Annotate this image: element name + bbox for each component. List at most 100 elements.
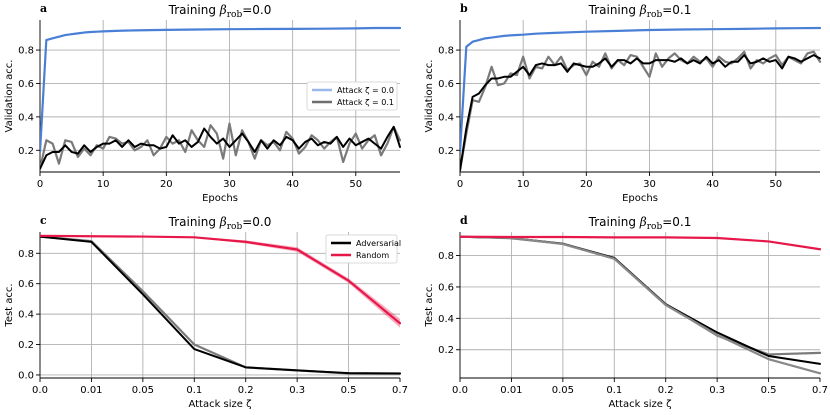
plot-area: [460, 26, 821, 172]
x-tick-label: 20: [580, 179, 593, 190]
series-line-3: [40, 234, 401, 325]
y-tick-label: 0.8: [18, 249, 34, 260]
x-tick-label: 0.0: [452, 385, 468, 396]
y-tick-label: 0.2: [438, 345, 454, 356]
x-tick-label: 0.01: [80, 385, 102, 396]
y-tick-label: 0.6: [438, 79, 454, 90]
legend: Adversarial Random: [325, 234, 401, 264]
x-tick-label: 40: [706, 179, 719, 190]
x-tick-label: 50: [769, 179, 782, 190]
y-tick-label: 0.8: [438, 46, 454, 57]
series-line-3: [40, 125, 401, 170]
y-tick-label: 0.4: [438, 314, 454, 325]
legend-label-1: Attack ζ = 0.0: [337, 86, 394, 95]
title-prefix: Training: [588, 215, 640, 229]
x-tick-label: 10: [97, 179, 110, 190]
y-tick-label: 0.2: [18, 146, 34, 157]
x-axis-label: Epochs: [622, 193, 658, 204]
y-axis-label: Test acc.: [424, 283, 435, 327]
x-tick-label: 0.2: [238, 385, 254, 396]
title-suffix: =0.1: [662, 215, 691, 229]
x-tick-label: 0.05: [132, 385, 154, 396]
legend-label-1: Adversarial: [356, 239, 401, 248]
y-tick-label: 0.4: [18, 112, 34, 123]
x-tick-label: 0.3: [289, 385, 305, 396]
panel-letter: b: [460, 2, 468, 15]
x-tick-label: 30: [223, 179, 236, 190]
title-suffix: =0.0: [242, 3, 271, 17]
x-tick-label: 0.2: [658, 385, 674, 396]
x-tick-label: 0.1: [606, 385, 622, 396]
x-tick-label: 30: [643, 179, 656, 190]
plot-area: [460, 235, 821, 375]
chart-title: Training βrob=0.0: [168, 3, 272, 20]
series-line-3: [460, 235, 821, 375]
x-tick-label: 0: [37, 179, 43, 190]
panel-letter: d: [460, 214, 468, 227]
panel-c: 0.0 0.01 0.05 0.1 0.2 0.3 0.5 0.7 0.0 0.2 0.4 0.6 0.…: [4, 214, 408, 410]
plot-area: [40, 26, 401, 170]
series-line-2: [460, 50, 821, 172]
title-prefix: Training: [168, 3, 220, 17]
x-axis-label: Epochs: [202, 193, 238, 204]
title-suffix: =0.1: [662, 3, 691, 17]
x-tick-label: 0: [457, 179, 463, 190]
x-tick-label: 0.7: [392, 385, 408, 396]
y-axis-label: Validation acc.: [424, 60, 435, 133]
y-tick-label: 0.2: [18, 340, 34, 351]
title-beta: β: [219, 215, 227, 229]
y-axis-label: Validation acc.: [4, 60, 15, 133]
title-suffix: =0.0: [242, 215, 271, 229]
x-tick-label: 0.01: [500, 385, 522, 396]
title-prefix: Training: [588, 3, 640, 17]
y-tick-label: 0.4: [18, 310, 34, 321]
title-beta: β: [639, 215, 647, 229]
x-tick-label: 0.1: [186, 385, 202, 396]
x-tick-label: 0.7: [812, 385, 828, 396]
chart-title: Training βrob=0.1: [588, 3, 692, 20]
y-tick-label: 0.0: [18, 370, 34, 381]
title-sub: rob: [647, 10, 663, 20]
panel-d: 0.0 0.01 0.05 0.1 0.2 0.3 0.5 0.7 0.2 0.4 0.6 0.8 At…: [424, 214, 828, 410]
y-tick-label: 0.4: [438, 112, 454, 123]
series-line-1: [460, 235, 821, 356]
x-tick-label: 0.5: [341, 385, 357, 396]
title-sub: rob: [227, 222, 243, 232]
series-line-2: [40, 235, 401, 375]
x-tick-label: 0.05: [552, 385, 574, 396]
series-line-1: [40, 26, 401, 154]
plot-area: [40, 234, 401, 375]
panel-b: 0 10 20 30 40 50 0.2 0.4 0.6 0.8 Epochs Validation …: [424, 2, 821, 204]
x-tick-label: 40: [286, 179, 299, 190]
x-axis-label: Attack size ζ: [608, 399, 671, 410]
series-line-3: [460, 54, 821, 172]
title-beta: β: [219, 3, 227, 17]
y-tick-label: 0.6: [18, 279, 34, 290]
x-tick-label: 50: [349, 179, 362, 190]
chart-title: Training βrob=0.0: [168, 215, 272, 232]
x-tick-label: 0.0: [32, 385, 48, 396]
title-beta: β: [639, 3, 647, 17]
series-line-2: [40, 122, 401, 170]
series-line-1: [460, 26, 821, 154]
chart-title: Training βrob=0.1: [588, 215, 692, 232]
x-tick-label: 0.5: [761, 385, 777, 396]
y-tick-label: 0.8: [438, 251, 454, 262]
legend-label-2: Random: [356, 251, 389, 260]
legend: Attack ζ = 0.0 Attack ζ = 0.1: [306, 81, 398, 111]
x-tick-label: 10: [517, 179, 530, 190]
title-sub: rob: [647, 222, 663, 232]
panel-letter: a: [40, 2, 47, 15]
title-prefix: Training: [168, 215, 220, 229]
x-tick-label: 20: [160, 179, 173, 190]
x-tick-label: 0.3: [709, 385, 725, 396]
y-tick-label: 0.6: [18, 79, 34, 90]
x-axis-label: Attack size ζ: [188, 399, 251, 410]
panel-a: 0 10 20 30 40 50 0.2 0.4 0.6 0.8 Epochs Validation …: [4, 2, 401, 204]
series-line-4: [460, 235, 821, 251]
legend-label-2: Attack ζ = 0.1: [337, 98, 394, 107]
y-tick-label: 0.2: [438, 146, 454, 157]
y-tick-label: 0.6: [438, 282, 454, 293]
panel-letter: c: [40, 214, 47, 227]
